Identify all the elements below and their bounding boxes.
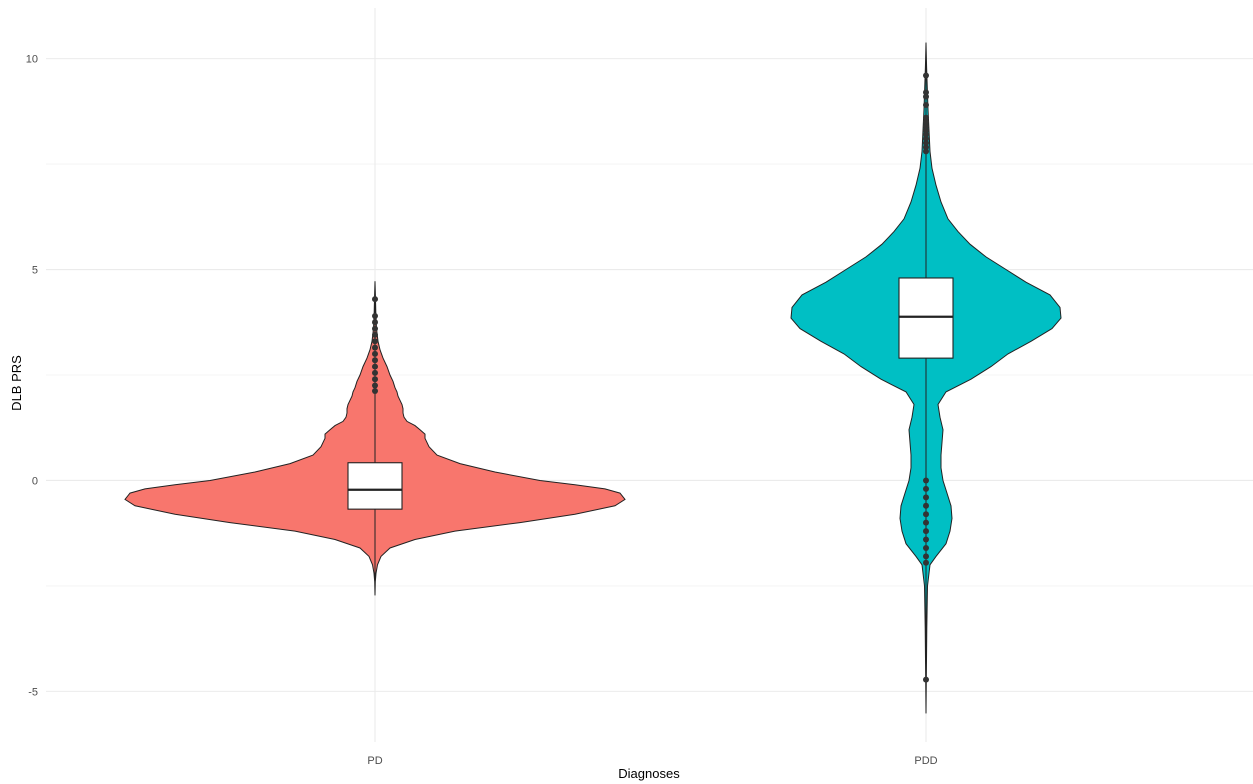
outlier-point xyxy=(923,123,929,130)
outlier-point xyxy=(372,388,378,395)
outlier-point xyxy=(923,131,929,138)
outlier-point xyxy=(923,72,929,79)
outlier-point xyxy=(923,536,929,543)
outlier-point xyxy=(372,357,378,364)
outlier-point xyxy=(923,477,929,484)
x-tick-label: PD xyxy=(367,755,382,767)
outlier-point xyxy=(923,135,929,142)
violins xyxy=(124,42,1062,714)
outlier-point xyxy=(372,338,378,345)
y-tick-label: -5 xyxy=(28,686,38,698)
outlier-point xyxy=(372,363,378,370)
outlier-point xyxy=(923,676,929,683)
outlier-point xyxy=(923,511,929,518)
outlier-point xyxy=(923,139,929,146)
x-axis-title: Diagnoses xyxy=(618,766,680,781)
outlier-point xyxy=(372,350,378,357)
y-tick-label: 10 xyxy=(26,54,38,66)
outlier-point xyxy=(372,369,378,376)
y-axis-title: DLB PRS xyxy=(9,355,24,411)
outlier-point xyxy=(372,382,378,389)
outlier-point xyxy=(923,144,929,151)
outlier-point xyxy=(923,494,929,501)
outlier-point xyxy=(372,319,378,326)
y-tick-label: 5 xyxy=(32,265,38,277)
grid xyxy=(46,8,1253,742)
outlier-point xyxy=(372,376,378,383)
outlier-point xyxy=(923,485,929,492)
outlier-point xyxy=(923,559,929,566)
outlier-point xyxy=(923,114,929,121)
y-tick-label: 0 xyxy=(32,475,38,487)
outlier-point xyxy=(923,148,929,155)
outlier-point xyxy=(923,553,929,560)
tick-labels: -5 0 5 10 PD PDD xyxy=(26,54,938,767)
boxplots xyxy=(347,42,954,714)
outlier-point xyxy=(923,93,929,100)
outlier-point xyxy=(372,296,378,303)
box-pd xyxy=(347,462,403,510)
x-tick-label: PDD xyxy=(914,755,937,767)
outlier-point xyxy=(372,331,378,338)
outlier-point xyxy=(372,344,378,351)
outlier-point xyxy=(923,118,929,125)
outlier-point xyxy=(923,544,929,551)
outlier-point xyxy=(923,89,929,96)
outlier-point xyxy=(923,502,929,509)
outlier-point xyxy=(923,102,929,109)
box-pdd xyxy=(898,277,954,359)
outlier-point xyxy=(372,325,378,332)
outlier-point xyxy=(923,519,929,526)
outlier-point xyxy=(372,312,378,319)
outlier-point xyxy=(923,528,929,535)
outlier-point xyxy=(923,127,929,134)
